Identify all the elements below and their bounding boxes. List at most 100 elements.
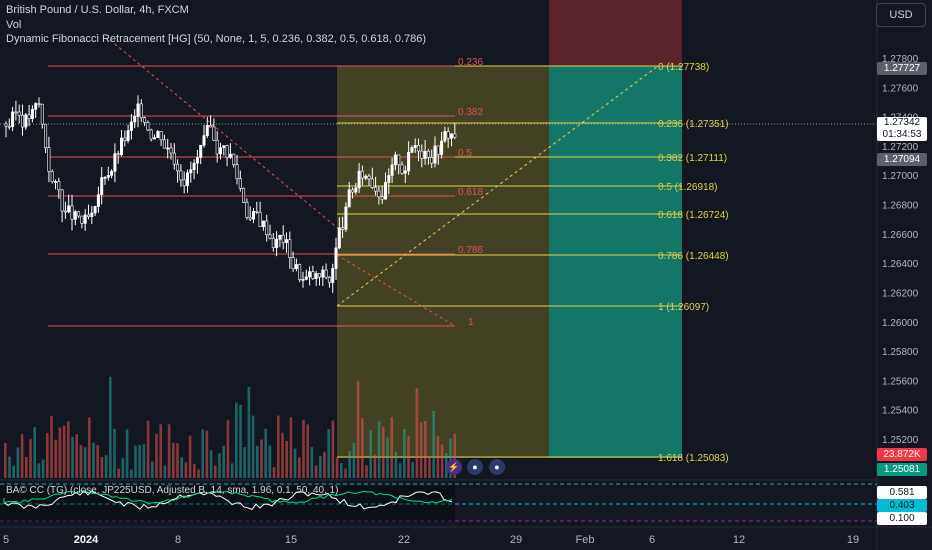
volume-bar xyxy=(4,443,7,478)
candle-body xyxy=(225,145,229,158)
candle-body xyxy=(324,269,328,278)
volume-bar xyxy=(327,429,330,478)
fib-label-right: 0.618 (1.26724) xyxy=(658,210,729,221)
volume-bar xyxy=(369,430,372,478)
volume-bar xyxy=(184,462,188,478)
candle-body xyxy=(14,111,18,114)
volume-bar xyxy=(176,443,179,478)
candle-body xyxy=(146,122,150,131)
volume-bar xyxy=(331,420,335,478)
volume-bar xyxy=(113,428,116,478)
candle-body xyxy=(7,125,11,128)
volume-bar xyxy=(134,445,137,478)
candle-body xyxy=(377,190,381,198)
volume-bar xyxy=(100,456,104,478)
candle-body xyxy=(172,152,176,165)
candle-body xyxy=(96,194,100,207)
volume-legend[interactable]: Vol xyxy=(6,19,22,31)
volume-bar xyxy=(440,444,444,478)
us-flag-event-icon[interactable]: ● xyxy=(467,459,483,475)
candle-body xyxy=(288,239,292,258)
candle-body xyxy=(357,170,361,189)
candle-body xyxy=(133,116,137,123)
candle-body xyxy=(110,170,114,176)
price-badge-low: 1.27094 xyxy=(877,153,927,166)
candle-body xyxy=(360,170,364,179)
candle-body xyxy=(294,264,298,269)
dashed-trend-yellow xyxy=(336,65,659,307)
candle-body xyxy=(90,212,94,217)
candle-body xyxy=(219,147,223,155)
fib-indicator-legend[interactable]: Dynamic Fibonacci Retracement [HG] (50, … xyxy=(6,33,427,45)
volume-bar xyxy=(319,456,322,478)
volume-bar xyxy=(222,445,225,478)
candle-body xyxy=(80,215,84,224)
candle-body xyxy=(87,214,91,217)
candle-body xyxy=(34,103,38,110)
volume-bar xyxy=(46,433,49,478)
candle-body xyxy=(331,268,335,283)
current-price-value: 1.27342 xyxy=(883,117,921,128)
symbol-title[interactable]: British Pound / U.S. Dollar, 4h, FXCM xyxy=(6,4,189,16)
currency-button[interactable]: USD xyxy=(876,3,926,27)
oscillator-legend[interactable]: BA© CC (TG) (close, JP225USD, Adjusted B… xyxy=(6,485,339,496)
candle-body xyxy=(433,145,437,164)
fib-label-left: 0.382 xyxy=(458,107,483,118)
volume-bar xyxy=(323,451,326,478)
volume-bar xyxy=(428,456,431,478)
fib-rect-zone xyxy=(337,66,549,458)
candle-body xyxy=(20,114,24,128)
candle-body xyxy=(182,179,186,187)
volume-bar xyxy=(12,465,15,478)
candle-body xyxy=(407,151,411,172)
volume-bar xyxy=(424,421,427,478)
candle-body xyxy=(298,264,302,280)
volume-bar xyxy=(335,457,339,478)
candle-body xyxy=(317,273,321,278)
volume-bar xyxy=(293,448,297,478)
candle-body xyxy=(314,273,318,279)
volume-bar xyxy=(193,464,196,478)
volume-bar xyxy=(268,445,272,478)
volume-bar xyxy=(356,381,360,478)
fib-label-right: 0 (1.27738) xyxy=(658,62,709,73)
volume-bar xyxy=(436,436,440,478)
candle-body xyxy=(311,271,315,279)
fib-label-left: 0.236 xyxy=(458,57,483,68)
candle-body xyxy=(347,189,351,208)
us-flag-event-icon-2[interactable]: ● xyxy=(489,459,505,475)
candle-body xyxy=(400,164,404,174)
price-axis-label: 1.27600 xyxy=(882,83,919,94)
volume-badge: 23.872K xyxy=(877,448,927,461)
volume-bar xyxy=(243,447,246,478)
candle-body xyxy=(215,139,219,155)
candle-body xyxy=(129,121,133,131)
price-axis-label: 1.27800 xyxy=(882,54,919,65)
candle-body xyxy=(27,114,31,120)
fib-label-right: 0.786 (1.26448) xyxy=(658,251,729,262)
lightning-icon[interactable]: ⚡ xyxy=(446,459,462,475)
candle-body xyxy=(321,269,325,278)
volume-bar xyxy=(92,442,95,478)
volume-bar xyxy=(188,435,192,478)
candle-body xyxy=(354,187,358,193)
volume-bar xyxy=(377,421,381,478)
candle-body xyxy=(153,137,157,140)
candle-body xyxy=(50,171,54,182)
candle-body xyxy=(123,137,127,141)
volume-bar xyxy=(121,458,125,478)
candle-body xyxy=(334,247,338,269)
volume-bar xyxy=(340,463,343,478)
osc-value-1: 0.581 xyxy=(877,486,927,499)
candle-body xyxy=(192,162,196,170)
candle-body xyxy=(83,214,87,224)
candle-body xyxy=(370,178,374,188)
volume-bar xyxy=(230,463,234,478)
candle-body xyxy=(278,234,282,240)
volume-bar xyxy=(239,404,242,478)
volume-bar xyxy=(247,386,251,478)
candle-body xyxy=(374,187,378,192)
candle-body xyxy=(327,276,331,283)
time-axis-label: Feb xyxy=(576,534,595,546)
